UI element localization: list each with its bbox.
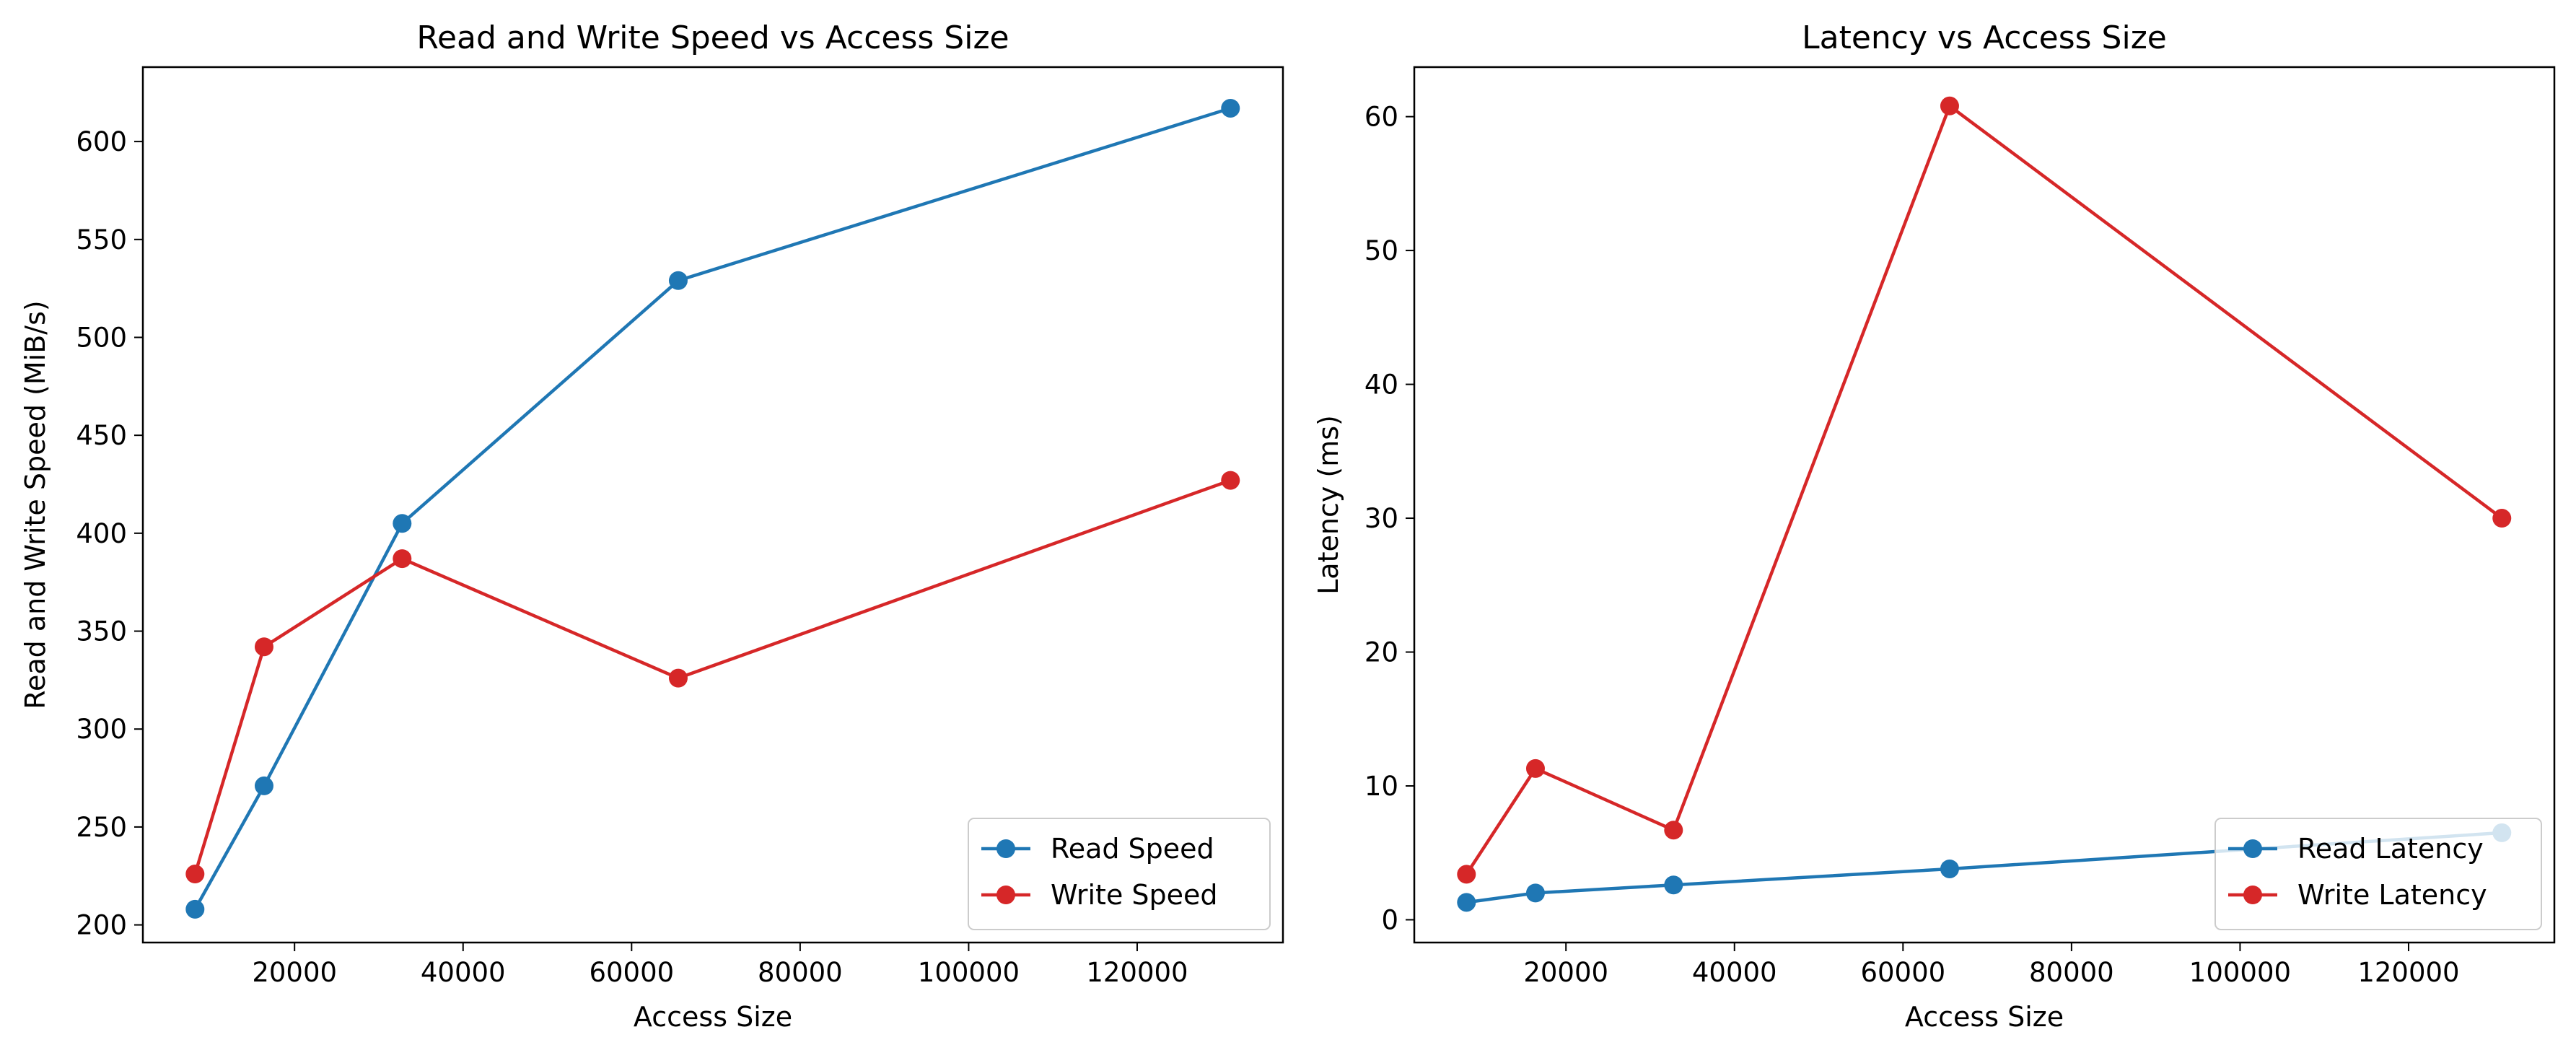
data-point-read-latency bbox=[1525, 883, 1545, 903]
y-tick-label: 10 bbox=[1364, 771, 1398, 802]
x-tick-label: 60000 bbox=[1860, 957, 1945, 988]
plot-frame bbox=[141, 66, 1284, 944]
data-point-write-latency bbox=[1940, 96, 1959, 115]
y-tick-label: 250 bbox=[76, 812, 127, 843]
data-point-read-speed bbox=[185, 899, 205, 919]
legend-label: Write Speed bbox=[1051, 879, 1218, 911]
data-point-read-latency bbox=[1457, 893, 1476, 912]
chart-panel-2: Latency vs Access Size 20000 40000 60000 800… bbox=[1313, 19, 2556, 1033]
data-point-read-speed bbox=[668, 271, 688, 290]
y-tick-label: 0 bbox=[1381, 904, 1398, 935]
x-tick-label: 60000 bbox=[589, 957, 674, 988]
x-tick-label: 40000 bbox=[1692, 957, 1777, 988]
legend: Read Speed Write Speed bbox=[968, 818, 1271, 930]
y-tick-label: 450 bbox=[76, 420, 127, 451]
x-axis-label: Access Size bbox=[1905, 1001, 2064, 1033]
chart-panel-1: Read and Write Speed vs Access Size 20000… bbox=[19, 19, 1284, 1033]
y-axis-label: Latency (ms) bbox=[1313, 415, 1344, 595]
x-tick-label: 100000 bbox=[918, 957, 1020, 988]
x-tick-label: 20000 bbox=[1523, 957, 1608, 988]
y-tick-label: 350 bbox=[76, 616, 127, 647]
y-tick-label: 500 bbox=[76, 322, 127, 353]
data-point-read-speed bbox=[254, 776, 273, 795]
legend-label: Write Latency bbox=[2297, 879, 2487, 911]
legend-box bbox=[968, 818, 1271, 930]
data-point-write-latency bbox=[1664, 821, 1683, 840]
y-tick-label: 20 bbox=[1364, 637, 1398, 668]
y-tick-label: 50 bbox=[1364, 235, 1398, 266]
series-line-write-latency bbox=[1465, 104, 2504, 876]
series-line-read-speed bbox=[193, 106, 1232, 911]
data-point-read-speed bbox=[393, 514, 412, 533]
y-axis-label: Read and Write Speed (MiB/s) bbox=[19, 300, 51, 709]
chart-title: Read and Write Speed vs Access Size bbox=[416, 19, 1009, 56]
data-point-write-latency bbox=[1457, 865, 1476, 884]
data-point-write-speed bbox=[185, 865, 205, 884]
x-tick-label: 120000 bbox=[1086, 957, 1188, 988]
data-point-read-speed bbox=[1221, 98, 1240, 118]
legend-box bbox=[2214, 818, 2542, 930]
data-point-write-latency bbox=[1525, 758, 1545, 778]
x-tick-label: 80000 bbox=[2029, 957, 2114, 988]
plot-frame bbox=[1413, 66, 2556, 944]
x-tick-label: 40000 bbox=[421, 957, 506, 988]
y-tick-label: 550 bbox=[76, 224, 127, 255]
data-point-write-speed bbox=[1221, 471, 1240, 490]
y-tick-label: 200 bbox=[76, 910, 127, 941]
legend-label: Read Speed bbox=[1051, 833, 1214, 865]
legend-marker bbox=[2243, 839, 2262, 858]
series-line-write-speed bbox=[193, 478, 1232, 876]
legend-marker bbox=[996, 839, 1015, 858]
x-tick-label: 120000 bbox=[2357, 957, 2459, 988]
y-tick-label: 40 bbox=[1364, 370, 1398, 401]
data-point-read-latency bbox=[1940, 859, 1959, 878]
y-tick-label: 30 bbox=[1364, 503, 1398, 534]
legend: Read Latency Write Latency bbox=[2214, 818, 2542, 930]
data-point-write-speed bbox=[668, 668, 688, 688]
y-tick-label: 300 bbox=[76, 714, 127, 745]
x-tick-label: 20000 bbox=[252, 957, 337, 988]
legend-marker bbox=[996, 886, 1015, 904]
legend-label: Read Latency bbox=[2297, 833, 2484, 865]
x-tick-label: 80000 bbox=[758, 957, 843, 988]
chart-title: Latency vs Access Size bbox=[1802, 19, 2167, 56]
y-tick-label: 60 bbox=[1364, 102, 1398, 133]
y-tick-label: 400 bbox=[76, 518, 127, 549]
legend-marker bbox=[2243, 886, 2262, 904]
data-point-write-speed bbox=[254, 637, 273, 657]
data-point-write-speed bbox=[393, 549, 412, 569]
x-axis-label: Access Size bbox=[634, 1001, 792, 1033]
x-tick-label: 100000 bbox=[2189, 957, 2291, 988]
y-tick-label: 600 bbox=[76, 126, 127, 157]
data-point-read-latency bbox=[1664, 875, 1683, 895]
data-point-write-latency bbox=[2492, 509, 2512, 528]
